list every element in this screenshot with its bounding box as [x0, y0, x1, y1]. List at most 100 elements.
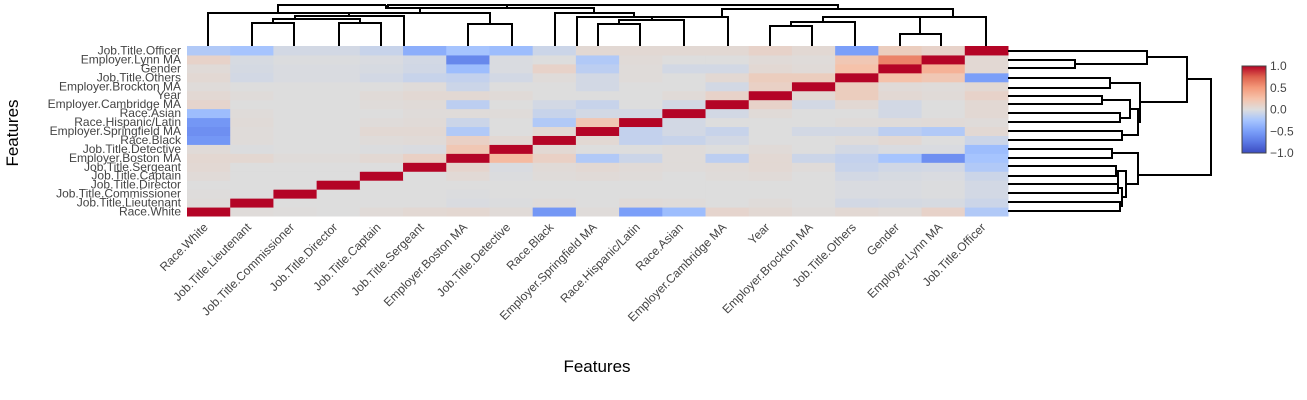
- heatmap-cell: [532, 144, 577, 154]
- heatmap-cell: [446, 90, 490, 101]
- heatmap-cell: [403, 90, 447, 101]
- heatmap-cell: [359, 72, 404, 83]
- heatmap-cell: [619, 198, 663, 208]
- heatmap-cell: [835, 54, 879, 65]
- heatmap-cell: [575, 72, 620, 83]
- heatmap-cell: [446, 54, 490, 65]
- heatmap-cell: [575, 46, 620, 56]
- heatmap-cell: [403, 144, 447, 154]
- heatmap-cell: [791, 144, 836, 154]
- heatmap-cell: [489, 198, 534, 208]
- heatmap-cell: [316, 99, 361, 110]
- heatmap-cell: [446, 126, 490, 136]
- y-tick-label: Job.Title.Commissioner: [56, 187, 181, 201]
- heatmap-cell: [446, 46, 490, 56]
- heatmap-cell: [705, 207, 750, 217]
- heatmap-cell: [662, 207, 707, 217]
- heatmap-cell: [532, 90, 577, 101]
- heatmap-cell: [921, 171, 966, 181]
- heatmap-cell: [230, 171, 274, 181]
- heatmap-cell: [964, 153, 1009, 163]
- y-tick-label: Gender: [141, 61, 181, 75]
- heatmap-cell: [575, 207, 620, 217]
- heatmap-cell: [835, 135, 879, 145]
- heatmap-cell: [662, 126, 707, 136]
- heatmap-cell: [878, 108, 923, 119]
- heatmap-cell: [575, 135, 620, 145]
- heatmap-cell: [921, 90, 966, 101]
- heatmap-cell: [748, 162, 793, 172]
- x-tick-label: Race.Hispanic/Latin: [557, 220, 642, 305]
- heatmap-cell: [791, 117, 836, 128]
- heatmap-cell: [532, 46, 577, 56]
- heatmap-cell: [446, 81, 490, 92]
- heatmap-cell: [662, 180, 707, 190]
- heatmap-cell: [835, 90, 879, 101]
- heatmap-cell: [921, 198, 966, 208]
- heatmap-cell: [921, 126, 966, 136]
- x-axis-title: Features: [563, 357, 630, 376]
- y-axis-tick-labels: Race.WhiteJob.Title.LieutenantJob.Title.…: [48, 43, 182, 218]
- heatmap-cell: [489, 54, 534, 65]
- heatmap-cell: [748, 153, 793, 163]
- colorbar-tick-labels: 1.0 0.5 0.0 −0.5 −1.0: [1270, 59, 1294, 160]
- heatmap-cell: [705, 117, 750, 128]
- heatmap-cell: [187, 54, 231, 65]
- heatmap-cell: [705, 99, 750, 110]
- x-tick-label: Job.Title.Detective: [434, 220, 514, 300]
- heatmap-cell: [705, 126, 750, 136]
- y-tick-label: Job.Title.Lieutenant: [77, 196, 182, 210]
- heatmap-cells: [187, 46, 1009, 217]
- heatmap-cell: [705, 162, 750, 172]
- heatmap-cell: [575, 171, 620, 181]
- heatmap-cell: [921, 81, 966, 92]
- heatmap-cell: [835, 144, 879, 154]
- heatmap-cell: [230, 180, 274, 190]
- heatmap-cell: [964, 81, 1009, 92]
- heatmap-cell: [316, 46, 361, 56]
- heatmap-cell: [791, 99, 836, 110]
- heatmap-cell: [446, 153, 490, 163]
- heatmap-cell: [791, 153, 836, 163]
- heatmap-cell: [273, 144, 318, 154]
- heatmap-cell: [489, 90, 534, 101]
- heatmap-cell: [662, 162, 707, 172]
- heatmap-cell: [489, 108, 534, 119]
- heatmap-cell: [835, 72, 879, 83]
- heatmap-cell: [791, 54, 836, 65]
- heatmap-cell: [489, 171, 534, 181]
- heatmap-cell: [316, 180, 361, 190]
- heatmap-cell: [273, 135, 318, 145]
- heatmap-cell: [489, 189, 534, 199]
- heatmap-cell: [316, 72, 361, 83]
- colorbar-tick-label: 0.5: [1270, 81, 1287, 95]
- y-tick-label: Employer.Cambridge MA: [48, 97, 181, 111]
- colorbar-gradient: [1241, 65, 1267, 154]
- heatmap-cell: [878, 162, 923, 172]
- heatmap-cell: [964, 207, 1009, 217]
- y-tick-label: Employer.Springfield MA: [50, 124, 181, 138]
- heatmap-cell: [705, 81, 750, 92]
- heatmap-cell: [921, 72, 966, 83]
- heatmap-cell: [835, 171, 879, 181]
- heatmap-cell: [575, 81, 620, 92]
- x-axis-tick-labels: Race.WhiteJob.Title.LieutenantJob.Title.…: [157, 220, 989, 325]
- heatmap-cell: [705, 144, 750, 154]
- heatmap-cell: [748, 117, 793, 128]
- heatmap-cell: [273, 126, 318, 136]
- heatmap-cell: [187, 144, 231, 154]
- heatmap-cell: [619, 207, 663, 217]
- heatmap-cell: [748, 135, 793, 145]
- heatmap-cell: [273, 72, 318, 83]
- heatmap-cell: [446, 144, 490, 154]
- heatmap-cell: [705, 171, 750, 181]
- heatmap-cell: [791, 90, 836, 101]
- y-tick-label: Employer.Boston MA: [69, 151, 181, 165]
- heatmap-cell: [619, 99, 663, 110]
- heatmap-cell: [403, 54, 447, 65]
- heatmap-cell: [273, 207, 318, 217]
- heatmap-cell: [619, 171, 663, 181]
- heatmap-cell: [835, 180, 879, 190]
- colorbar-tick-label: 0.0: [1270, 103, 1287, 117]
- heatmap-cell: [748, 171, 793, 181]
